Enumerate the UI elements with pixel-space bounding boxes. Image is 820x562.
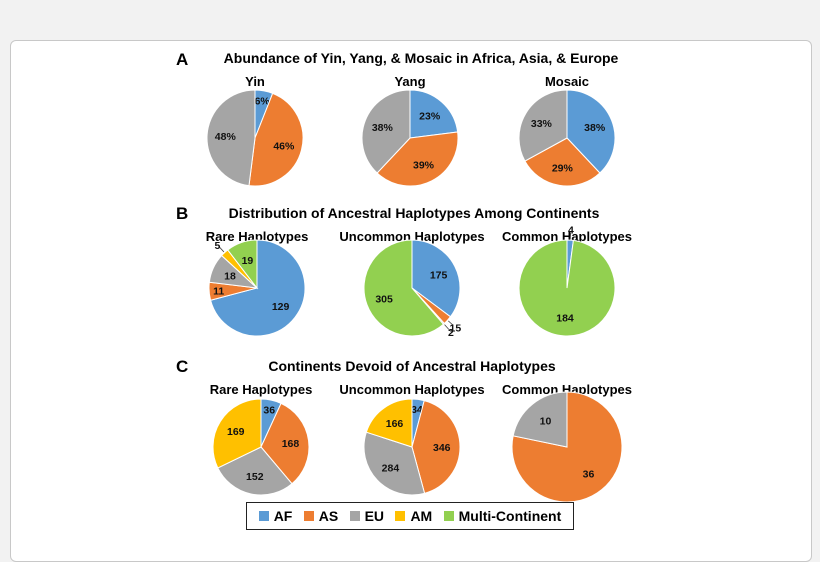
legend-label-af: AF — [274, 508, 293, 524]
slice-label-eu: 38% — [372, 122, 394, 134]
slice-label-eu: 152 — [246, 471, 264, 483]
slice-label-am: 5 — [214, 240, 220, 252]
legend-label-as: AS — [319, 508, 338, 524]
slice-label-af: 129 — [272, 301, 290, 313]
panel-letter-c: C — [176, 357, 188, 376]
panel-title-b: Distribution of Ancestral Haplotypes Amo… — [229, 205, 600, 221]
slice-label-as: 346 — [433, 442, 451, 454]
pies-group: Yin6%46%48%Yang23%39%38%Mosaic38%29%33%R… — [206, 74, 632, 502]
slice-label-multi-continent: 184 — [556, 313, 574, 325]
legend-swatch-multi-continent — [444, 511, 454, 521]
legend-item-am: AM — [395, 508, 432, 524]
slice-label-as: 29% — [552, 162, 574, 174]
pie-c-rare-haplotypes: Rare Haplotypes 36 168 152 169 — [210, 382, 313, 495]
slice-label-eu: 2 — [448, 327, 454, 339]
legend-label-eu: EU — [365, 508, 384, 524]
legend-swatch-eu — [350, 511, 360, 521]
slice-label-af: 4 — [568, 225, 574, 237]
legend: AF AS EU AM Multi-Continent — [246, 502, 574, 530]
slice-label-multi-continent: 305 — [375, 293, 393, 305]
slice-label-as: 46% — [273, 140, 295, 152]
slice-label-as: 36 — [583, 468, 595, 480]
panel-title-c: Continents Devoid of Ancestral Haplotype… — [268, 358, 556, 374]
legend-item-eu: EU — [350, 508, 384, 524]
legend-item-af: AF — [259, 508, 293, 524]
legend-swatch-am — [395, 511, 405, 521]
pie-title: Yang — [394, 74, 425, 89]
pie-title: Yin — [245, 74, 265, 89]
legend-swatch-af — [259, 511, 269, 521]
legend-label-multi-continent: Multi-Continent — [459, 508, 562, 524]
pie-a-mosaic: Mosaic 38% 29% 33% — [519, 74, 615, 186]
panel-letter-b: B — [176, 204, 188, 223]
pie-a-yang: Yang 23% 39% 38% — [362, 74, 458, 186]
panel-title-a: Abundance of Yin, Yang, & Mosaic in Afri… — [224, 50, 619, 66]
slice-label-eu: 48% — [215, 131, 237, 143]
legend-item-as: AS — [304, 508, 338, 524]
slice-label-eu: 18 — [224, 271, 236, 283]
legend-label-am: AM — [410, 508, 432, 524]
pie-title: Mosaic — [545, 74, 589, 89]
slice-label-af: 36 — [263, 404, 275, 416]
slice-label-af: 23% — [419, 111, 441, 123]
slice-label-eu: 10 — [540, 416, 552, 428]
slice-label-am: 166 — [386, 418, 404, 430]
slice-label-as: 168 — [282, 438, 300, 450]
slice-label-eu: 284 — [382, 463, 400, 475]
legend-swatch-as — [304, 511, 314, 521]
slice-label-as: 39% — [413, 160, 435, 172]
pie-title: Uncommon Haplotypes — [339, 382, 484, 397]
pie-charts-figure: A Abundance of Yin, Yang, & Mosaic in Af… — [0, 0, 820, 546]
slice-label-eu: 33% — [531, 118, 553, 130]
slice-label-af: 38% — [584, 122, 606, 134]
slice-label-multi-continent: 19 — [242, 255, 254, 267]
slice-label-am: 169 — [227, 426, 245, 438]
slice-label-af: 175 — [430, 270, 448, 282]
legend-item-multi-continent: Multi-Continent — [444, 508, 562, 524]
pie-title: Rare Haplotypes — [210, 382, 313, 397]
panel-letter-a: A — [176, 50, 188, 69]
slice-label-as: 11 — [213, 286, 224, 298]
